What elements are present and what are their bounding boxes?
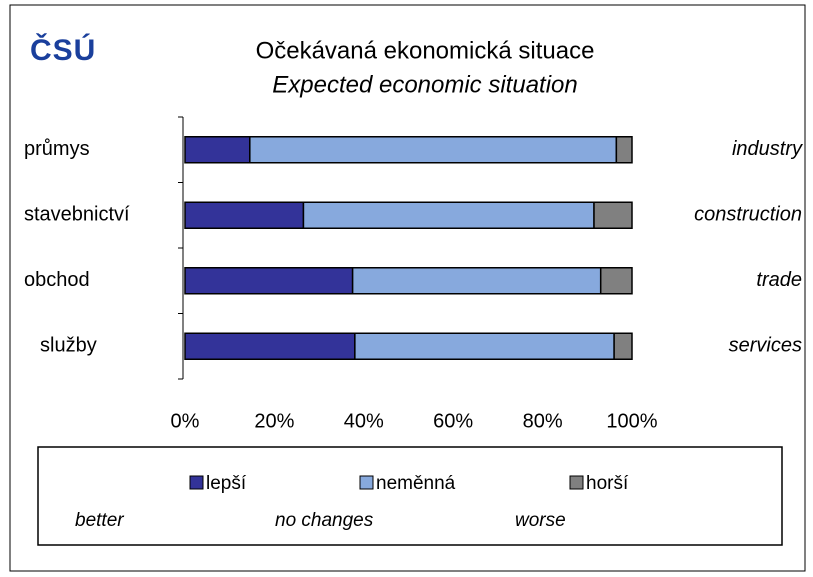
legend-swatch (189, 475, 204, 490)
legend-swatch (569, 475, 584, 490)
legend-label: horší (586, 473, 629, 494)
category-label: služby (40, 335, 97, 357)
legend-label-en: worse (515, 510, 566, 531)
bar-segment (184, 136, 251, 164)
bar-segment (593, 201, 633, 229)
bar-segment (184, 332, 356, 360)
category-label-en: industry (732, 138, 803, 160)
x-tick-label: 0% (171, 410, 200, 432)
x-tick-label: 80% (523, 410, 563, 432)
chart-title: Očekávaná ekonomická situace (256, 37, 595, 64)
logo: ČSÚ (30, 33, 96, 67)
x-tick-label: 40% (344, 410, 384, 432)
legend-label: neměnná (376, 473, 456, 494)
bar-segment (613, 332, 633, 360)
legend-label: lepší (206, 473, 247, 494)
bar-segment (302, 201, 595, 229)
legend-label-en: no changes (275, 510, 374, 531)
category-label: obchod (24, 269, 90, 291)
bar-segment (249, 136, 618, 164)
bar-segment (599, 267, 633, 295)
category-label-en: services (729, 335, 802, 357)
category-label: průmys (24, 138, 90, 160)
chart-subtitle: Expected economic situation (272, 71, 578, 98)
bar-segment (351, 267, 602, 295)
x-tick-label: 20% (254, 410, 294, 432)
category-label-en: trade (756, 269, 802, 291)
legend-label-en: better (75, 510, 124, 531)
x-tick-label: 60% (433, 410, 473, 432)
bar-segment (184, 201, 305, 229)
bar-segment (184, 267, 354, 295)
category-label: stavebnictví (24, 204, 130, 226)
legend (37, 446, 783, 546)
category-label-en: construction (694, 204, 802, 226)
x-tick-label: 100% (606, 410, 657, 432)
legend-swatch (359, 475, 374, 490)
bar-segment (615, 136, 633, 164)
bar-segment (354, 332, 615, 360)
